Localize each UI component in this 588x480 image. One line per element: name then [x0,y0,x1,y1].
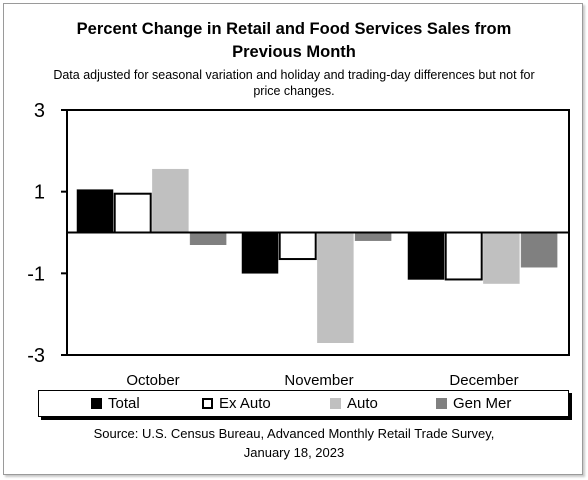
chart-title-line2: Previous Month [232,43,356,61]
legend-item-ex-auto: Ex Auto [202,395,271,412]
x-category-label: October [126,372,179,389]
bar-auto-october [152,168,189,233]
legend-swatch-auto [330,398,341,409]
bar-ex-auto-october [113,192,152,234]
chart-subtitle-line2: price changes. [253,84,335,98]
legend-item-gen-mer: Gen Mer [436,395,511,412]
legend-label-auto: Auto [347,395,378,412]
bar-gen-mer-november [354,232,392,241]
legend-label-gen-mer: Gen Mer [453,395,512,412]
legend-swatch-gen-mer [436,398,447,409]
chart-frame [3,3,583,475]
legend: Total Ex Auto Auto Gen Mer [38,390,569,417]
legend-label-total: Total [108,395,140,412]
source-note-line2: January 18, 2023 [243,445,345,460]
legend-swatch-total [91,398,102,409]
legend-item-auto: Auto [330,395,378,412]
legend-label-ex-auto: Ex Auto [219,395,271,412]
y-tick-label: -1 [27,263,45,285]
bar-total-november [241,232,279,274]
chart-title-line1: Percent Change in Retail and Food Servic… [76,20,512,38]
bar-ex-auto-december [444,231,483,281]
source-note-line1: Source: U.S. Census Bureau, Advanced Mon… [93,426,495,441]
bar-ex-auto-november [278,231,317,261]
legend-item-total: Total [91,395,140,412]
chart-subtitle-line1: Data adjusted for seasonal variation and… [53,68,535,82]
legend-swatch-ex-auto [202,398,213,409]
y-tick-label: -3 [27,345,45,367]
bar-total-october [76,189,114,233]
y-tick-label: 3 [34,100,45,122]
y-tick-label: 1 [34,182,45,204]
bar-auto-november [317,232,354,343]
bar-gen-mer-december [520,232,558,268]
bar-gen-mer-october [189,232,227,245]
x-category-label: December [449,372,518,389]
bar-total-december [407,232,445,280]
x-category-label: November [284,372,353,389]
bar-auto-december [483,232,520,284]
